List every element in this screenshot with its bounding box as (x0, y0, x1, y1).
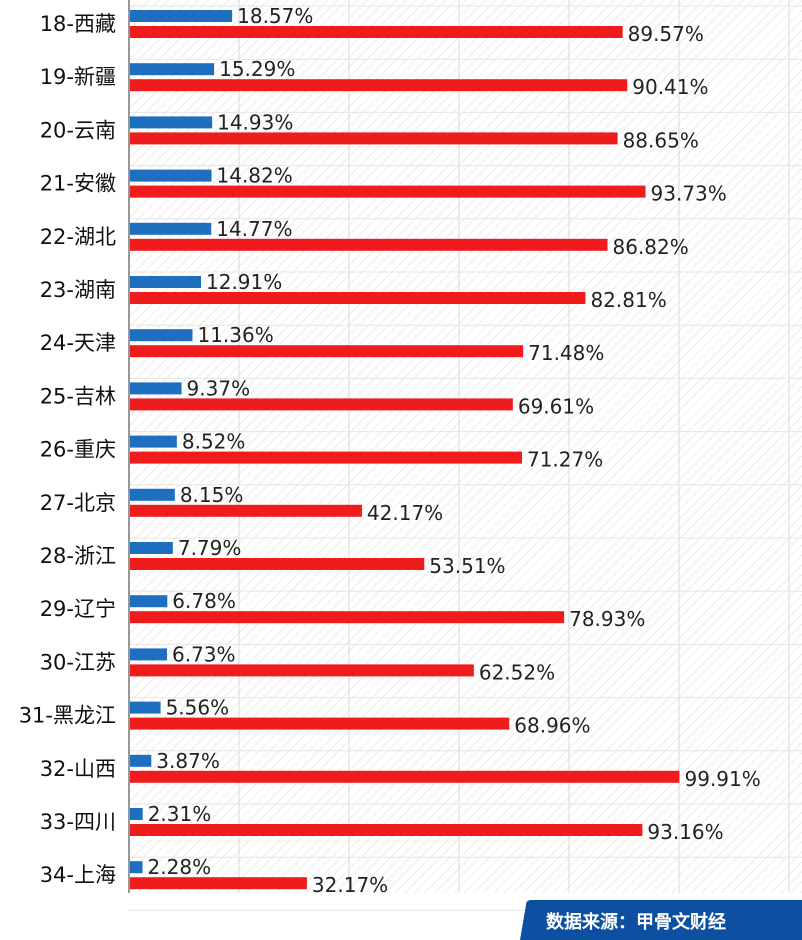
data-label-red: 90.41% (632, 75, 708, 99)
data-label-blue: 2.31% (148, 802, 212, 826)
category-label: 19-新疆 (40, 65, 116, 89)
data-label-red: 42.17% (367, 501, 443, 525)
category-label: 34-上海 (40, 863, 116, 887)
category-label: 31-黑龙江 (19, 704, 116, 728)
data-label-blue: 3.87% (156, 749, 220, 773)
data-label-blue: 12.91% (206, 270, 282, 294)
bar-blue (130, 488, 175, 501)
data-label-blue: 8.15% (180, 483, 244, 507)
data-label-blue: 9.37% (187, 376, 251, 400)
bar-blue (130, 701, 161, 714)
data-label-blue: 15.29% (219, 57, 295, 81)
data-label-blue: 11.36% (197, 323, 273, 347)
source-text: 数据来源：甲骨文财经 (546, 911, 726, 933)
data-label-blue: 18.57% (237, 4, 313, 28)
category-label: 18-西藏 (40, 12, 116, 36)
data-label-red: 69.61% (518, 394, 594, 418)
bar-red (130, 877, 307, 890)
category-label: 23-湖南 (40, 278, 116, 302)
plot-background (129, 0, 802, 893)
data-label-blue: 7.79% (178, 536, 242, 560)
category-label: 29-辽宁 (40, 597, 116, 621)
bar-blue (130, 754, 152, 767)
bar-blue (130, 808, 143, 820)
bar-blue (130, 329, 193, 342)
bar-red (130, 26, 623, 38)
data-label-red: 62.52% (479, 660, 555, 684)
category-label: 25-吉林 (40, 384, 116, 408)
bar-red (130, 824, 643, 836)
bar-red (130, 79, 628, 92)
data-label-blue: 2.28% (148, 855, 212, 879)
bar-blue (130, 169, 212, 182)
bar-blue (130, 861, 143, 874)
bar-red (130, 132, 618, 145)
data-label-red: 71.27% (527, 448, 603, 472)
data-label-red: 88.65% (623, 128, 699, 152)
bar-red (130, 451, 522, 464)
source-badge-background (520, 900, 802, 940)
category-label: 21-安徽 (40, 172, 116, 196)
bar-red (130, 558, 425, 570)
labels-group: 18-西藏 18.57% 89.57% 19-新疆 15.29% 90.41% 20-云南 1… (19, 4, 761, 897)
category-label: 30-江苏 (40, 650, 116, 674)
bar-red (130, 185, 646, 198)
bar-red (130, 292, 586, 304)
bar-blue (130, 382, 182, 395)
bar-blue (130, 10, 233, 22)
bar-red (130, 504, 362, 517)
data-label-red: 86.82% (613, 235, 689, 259)
category-label: 33-四川 (40, 810, 116, 834)
bar-blue (130, 276, 202, 288)
source-badge: 数据来源：甲骨文财经 (520, 900, 802, 940)
data-label-red: 99.91% (685, 767, 761, 791)
gridlines (129, 0, 802, 911)
data-label-red: 78.93% (569, 607, 645, 631)
data-label-blue: 5.56% (166, 696, 230, 720)
category-label: 24-天津 (40, 331, 116, 355)
data-label-blue: 14.93% (217, 110, 293, 134)
data-label-red: 71.48% (528, 341, 604, 365)
data-label-red: 93.16% (647, 820, 723, 844)
bar-red (130, 398, 513, 411)
data-label-blue: 8.52% (182, 430, 246, 454)
bar-red (130, 717, 510, 730)
data-label-red: 93.73% (651, 182, 727, 206)
bar-blue (130, 435, 177, 448)
data-label-blue: 6.73% (172, 642, 236, 666)
bar-red (130, 664, 474, 677)
bars-group (130, 10, 680, 890)
bar-red (130, 611, 565, 624)
bar-blue (130, 222, 212, 235)
data-label-blue: 6.78% (172, 589, 236, 613)
bar-red (130, 770, 680, 783)
category-label: 27-北京 (40, 491, 116, 515)
bar-blue (130, 542, 173, 554)
category-label: 20-云南 (40, 118, 116, 142)
bar-blue (130, 595, 168, 608)
data-label-red: 68.96% (514, 714, 590, 738)
bar-red (130, 238, 608, 251)
category-label: 32-山西 (40, 757, 116, 781)
bar-red (130, 345, 524, 358)
bar-blue (130, 63, 215, 76)
data-label-blue: 14.77% (216, 217, 292, 241)
data-label-red: 32.17% (312, 873, 388, 897)
category-label: 22-湖北 (40, 225, 116, 249)
data-label-red: 82.81% (590, 288, 666, 312)
data-label-red: 89.57% (628, 22, 704, 46)
category-label: 26-重庆 (40, 438, 116, 462)
data-label-blue: 14.82% (217, 164, 293, 188)
category-label: 28-浙江 (40, 544, 116, 568)
bar-blue (130, 648, 168, 661)
bar-blue (130, 116, 213, 129)
data-label-red: 53.51% (429, 554, 505, 578)
